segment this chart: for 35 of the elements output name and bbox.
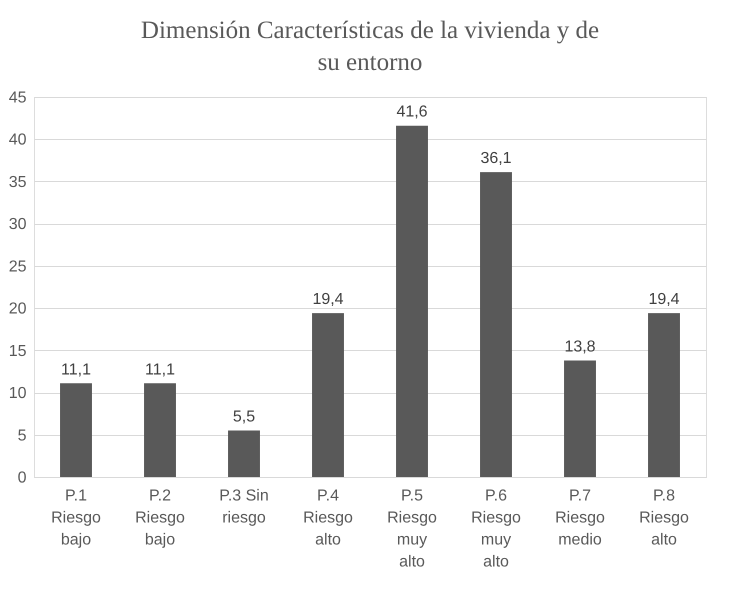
bar xyxy=(480,172,512,477)
bar xyxy=(228,430,260,477)
bar xyxy=(648,313,680,477)
data-label: 19,4 xyxy=(648,291,680,308)
x-tick-label: P.2 Riesgo bajo xyxy=(135,488,185,548)
x-tick-label: P.8 Riesgo alto xyxy=(639,488,689,548)
bar xyxy=(60,383,92,477)
data-label: 5,5 xyxy=(232,408,256,426)
y-tick-label: 25 xyxy=(8,258,27,276)
y-tick-label: 30 xyxy=(8,216,27,234)
bar xyxy=(564,360,596,477)
x-tick-label: P.7 Riesgo medio xyxy=(555,488,605,548)
bar xyxy=(144,383,176,477)
y-tick-label: 15 xyxy=(8,342,27,360)
data-label: 11,1 xyxy=(61,361,92,378)
x-tick-label: P.3 Sin riesgo xyxy=(219,488,269,526)
x-tick-label: P.1 Riesgo bajo xyxy=(51,488,101,548)
chart-title: Dimensión Características de la vivienda y de su entorno xyxy=(140,17,600,76)
y-tick-label: 5 xyxy=(18,427,27,444)
x-tick-label: P.4 Riesgo alto xyxy=(303,488,353,548)
y-tick-label: 35 xyxy=(8,174,27,191)
data-label: 13,8 xyxy=(564,338,596,356)
data-label: 11,1 xyxy=(145,361,176,378)
y-tick-label: 40 xyxy=(8,132,27,149)
data-label: 19,4 xyxy=(312,291,344,308)
y-tick-label: 10 xyxy=(8,385,27,402)
data-label: 41,6 xyxy=(396,104,428,121)
y-tick-label: 0 xyxy=(18,470,27,486)
x-tick-label: P.6 Riesgo muy alto xyxy=(471,488,521,570)
data-label: 36,1 xyxy=(480,150,512,168)
y-tick-label: 20 xyxy=(8,300,27,318)
bar xyxy=(396,126,428,477)
bar xyxy=(312,313,344,477)
y-tick-label: 45 xyxy=(8,90,27,106)
x-tick-label: P.5 Riesgo muy alto xyxy=(387,488,437,570)
